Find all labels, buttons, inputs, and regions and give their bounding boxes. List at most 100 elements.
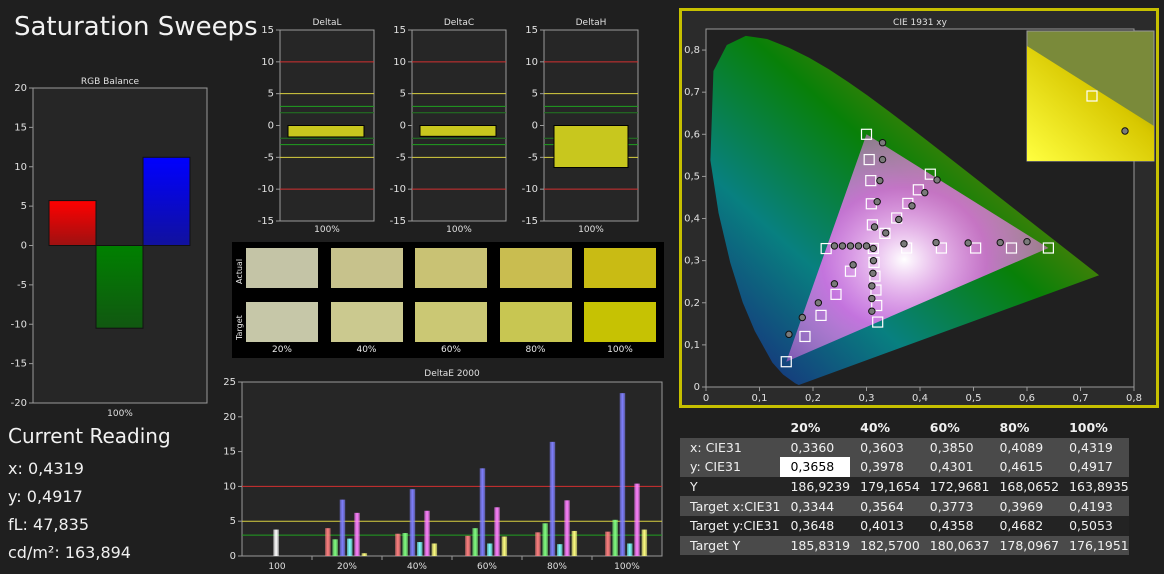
- y-tick-label: 20: [223, 412, 236, 423]
- table-cell[interactable]: 0,4319: [1059, 437, 1129, 458]
- table-cell[interactable]: 0,3344: [780, 496, 851, 516]
- measured-marker: [964, 239, 972, 247]
- measured-marker: [849, 261, 857, 269]
- delta-bar: [553, 125, 629, 169]
- table-cell[interactable]: 0,4089: [989, 437, 1060, 458]
- target-swatch: [246, 302, 318, 342]
- table-cell-selected[interactable]: 0,3658: [780, 457, 851, 477]
- x-tick-label: 100%: [107, 409, 133, 419]
- target-marker: [815, 309, 827, 321]
- delta-h-chart: DeltaH 15 10 5 0 -5 -10 -15 100%: [522, 18, 639, 235]
- y-tick-label: 5: [532, 89, 538, 100]
- row-label: Target Y: [680, 535, 781, 556]
- y-tick-label: 0,8: [684, 45, 700, 56]
- delta-e-bar: [494, 507, 500, 556]
- table-cell[interactable]: 0,3564: [850, 496, 920, 516]
- y-tick-label: 15: [261, 25, 274, 36]
- table-cell[interactable]: 182,5700: [850, 535, 920, 556]
- measured-marker: [908, 202, 916, 210]
- actual-swatch: [499, 248, 572, 288]
- x-tick-label: 60%: [477, 562, 497, 572]
- table-header-cell: 40%: [850, 418, 920, 438]
- table-cell[interactable]: 163,8935: [1059, 476, 1129, 497]
- table-cell[interactable]: 0,3773: [919, 496, 990, 516]
- row-label: x: CIE31: [680, 437, 781, 458]
- measured-marker: [868, 307, 876, 315]
- y-tick-label: -15: [11, 359, 27, 370]
- y-tick-label: -5: [396, 152, 406, 163]
- table-cell[interactable]: 0,4358: [919, 515, 990, 536]
- target-marker: [799, 330, 811, 343]
- measured-marker: [846, 242, 855, 250]
- table-cell[interactable]: 0,3978: [850, 457, 920, 477]
- table-cell[interactable]: 172,9681: [919, 476, 990, 497]
- table-header-cell: [680, 418, 781, 438]
- measured-marker: [895, 215, 903, 224]
- delta-e-bar: [424, 510, 430, 556]
- delta-e-bar: [557, 544, 563, 556]
- target-marker: [865, 175, 877, 187]
- measured-marker: [996, 238, 1004, 247]
- delta-e-bar: [564, 500, 570, 556]
- table-header-cell: 20%: [780, 418, 851, 438]
- table-cell[interactable]: 0,4301: [919, 457, 990, 477]
- color-swatch-panel: Actual Target 20% 40% 60% 80% 100%: [232, 242, 664, 358]
- table-cell[interactable]: 0,4013: [850, 515, 920, 536]
- y-tick-label: 0: [268, 121, 274, 132]
- table-cell[interactable]: 0,4917: [1059, 457, 1129, 477]
- table-cell[interactable]: 168,0652: [989, 476, 1060, 497]
- delta-e-bar: [501, 536, 508, 556]
- y-tick-label: 15: [14, 122, 27, 133]
- measured-marker: [921, 188, 929, 197]
- table-cell[interactable]: 0,3969: [989, 496, 1060, 516]
- x-tick-label: 40%: [407, 562, 427, 572]
- y-tick-label: 0: [532, 121, 538, 132]
- y-tick-label: -5: [528, 152, 538, 163]
- measured-marker: [882, 229, 890, 237]
- y-tick-label: 10: [261, 57, 274, 68]
- delta-e-bar: [339, 499, 346, 556]
- table-cell[interactable]: 0,3850: [919, 437, 990, 458]
- table-cell[interactable]: 0,4615: [989, 457, 1060, 477]
- y-tick-label: 0,4: [684, 214, 700, 225]
- table-header-row: 20% 40% 60% 80% 100%: [680, 418, 1129, 438]
- swatch-label: 20%: [271, 345, 292, 355]
- table-cell[interactable]: 0,3360: [780, 437, 851, 458]
- y-tick-label: 5: [230, 516, 236, 527]
- rgb-bar: [95, 245, 144, 329]
- y-tick-label: 5: [268, 89, 274, 100]
- table-cell[interactable]: 0,4682: [989, 515, 1060, 536]
- table-cell[interactable]: 179,1654: [850, 476, 920, 497]
- y-tick-label: -5: [17, 280, 27, 291]
- table-cell[interactable]: 0,5053: [1059, 515, 1129, 536]
- chart-title: DeltaE 2000: [424, 369, 480, 379]
- table-cell[interactable]: 176,1951: [1059, 535, 1129, 556]
- target-marker: [1042, 242, 1054, 254]
- target-marker: [780, 356, 792, 368]
- table-row: y: CIE31 0,3658 0,3978 0,4301 0,4615 0,4…: [680, 457, 1129, 477]
- table-cell[interactable]: 185,8319: [780, 535, 851, 556]
- table-cell[interactable]: 0,3603: [850, 437, 920, 458]
- table-cell[interactable]: 178,0967: [989, 535, 1060, 556]
- delta-e-bar: [431, 543, 438, 556]
- table-row: Y 186,9239 179,1654 172,9681 168,0652 16…: [680, 476, 1129, 497]
- target-marker: [924, 168, 936, 180]
- measured-marker: [869, 256, 878, 265]
- y-tick-label: 0,2: [684, 298, 700, 309]
- table-cell[interactable]: 0,3648: [780, 515, 851, 536]
- delta-bar: [287, 125, 365, 138]
- table-cell[interactable]: 186,9239: [780, 476, 851, 497]
- row-label: Target x:CIE31: [680, 496, 781, 516]
- x-tick-label: 0,4: [912, 393, 928, 404]
- table-cell[interactable]: 0,4193: [1059, 496, 1129, 516]
- y-tick-label: -5: [264, 152, 274, 163]
- measured-marker: [862, 242, 871, 250]
- table-cell[interactable]: 180,0637: [919, 535, 990, 556]
- measured-marker: [900, 240, 908, 248]
- target-swatch: [415, 302, 487, 342]
- x-tick-label: 0,3: [859, 393, 875, 404]
- y-tick-label: -15: [390, 216, 406, 227]
- measured-marker: [932, 238, 940, 247]
- gamut-triangle-highlight: [786, 134, 1049, 362]
- measured-marker: [1121, 127, 1129, 135]
